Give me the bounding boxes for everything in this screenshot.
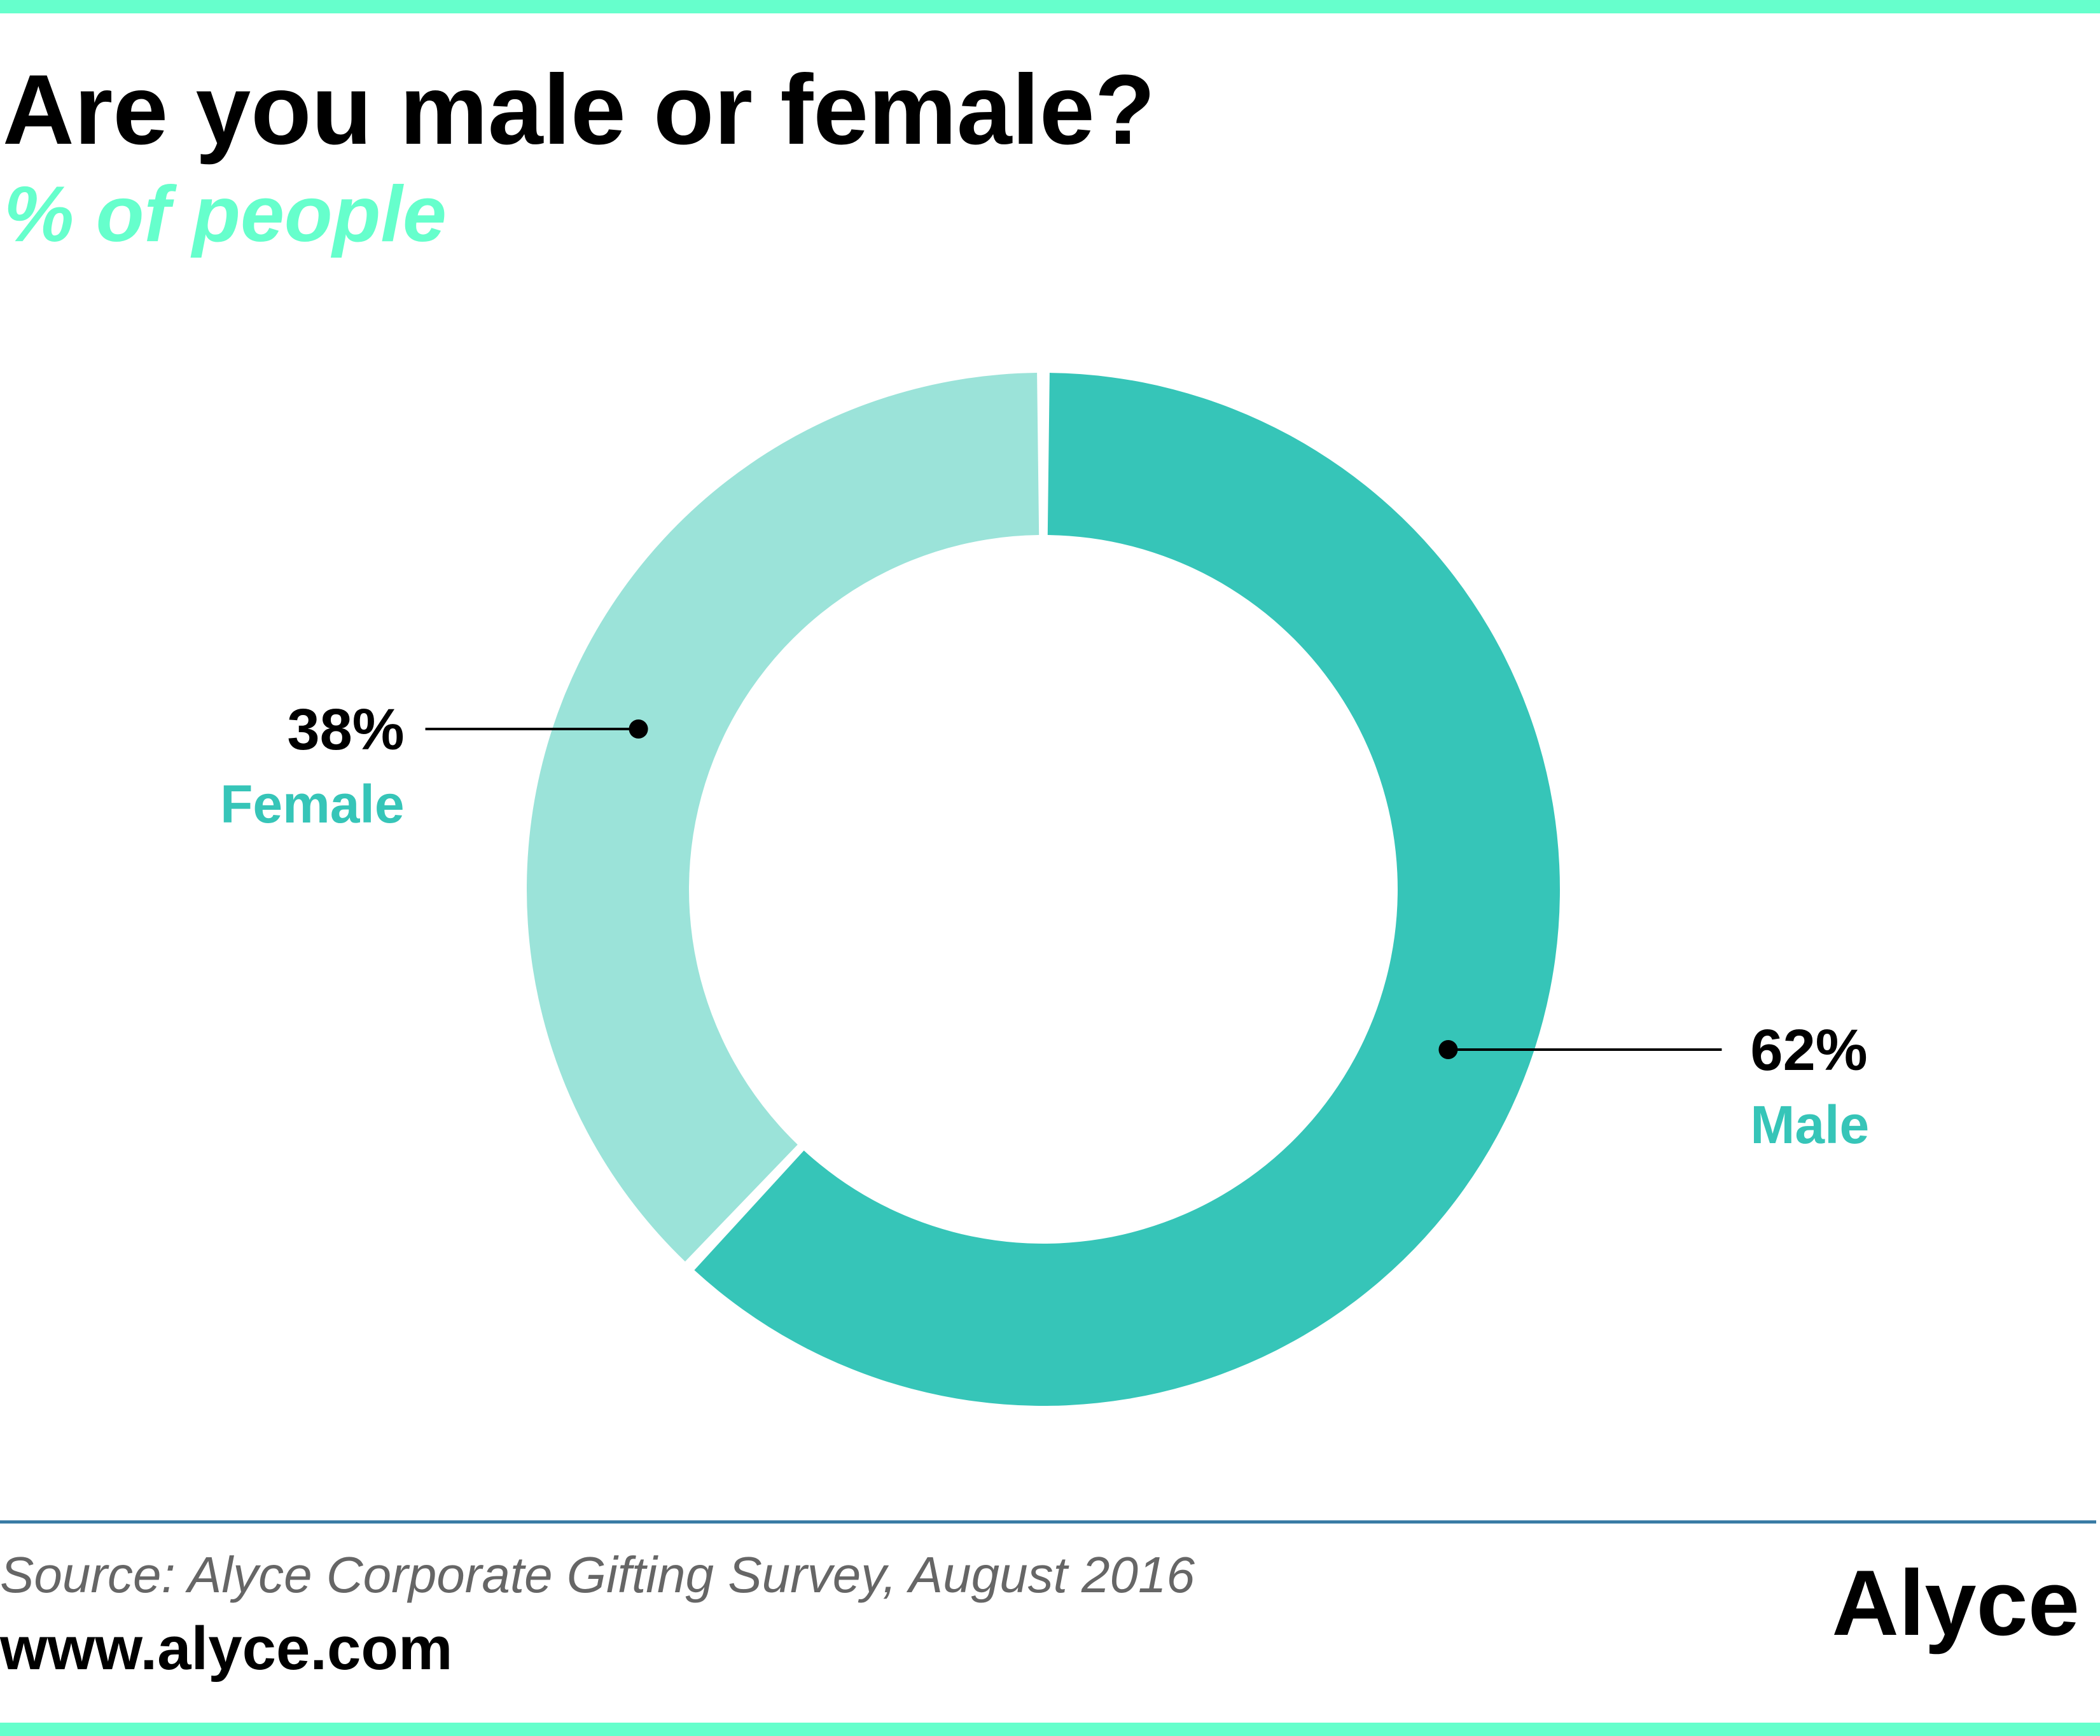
slice-value-label-male: 62% xyxy=(1750,1018,1867,1083)
source-note: Source: Alyce Corporate Gifting Survey, … xyxy=(0,1546,1195,1603)
donut-slices xyxy=(527,373,1560,1406)
donut-slice-male xyxy=(694,373,1560,1406)
slice-category-label-female: Female xyxy=(220,774,405,834)
top-accent-bar xyxy=(0,0,2100,13)
brand-logo: Alyce xyxy=(1832,1551,2080,1655)
slice-value-label-female: 38% xyxy=(287,697,404,762)
footer-divider xyxy=(0,1520,2096,1524)
donut-slice-female xyxy=(527,373,1040,1262)
bottom-accent-bar xyxy=(0,1723,2100,1736)
website-link[interactable]: www.alyce.com xyxy=(0,1614,453,1683)
chart-subtitle: % of people xyxy=(4,170,447,258)
donut-callouts: 62% Male 38% Female xyxy=(220,697,1869,1155)
chart-title: Are you male or female? xyxy=(3,55,1155,165)
slice-category-label-male: Male xyxy=(1750,1095,1869,1155)
